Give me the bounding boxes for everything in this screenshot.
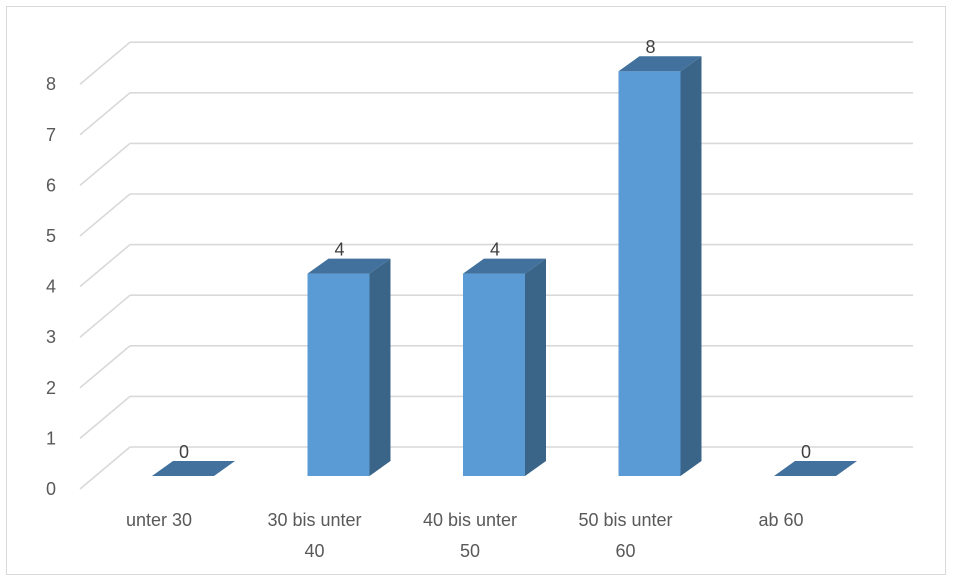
gridline-diagonal [79,193,131,237]
bar [774,461,857,476]
y-axis-ticks: 0 1 2 3 4 5 6 7 8 [46,74,56,499]
bar-top [463,258,546,274]
y-tick-label: 4 [46,277,56,297]
data-label: 4 [490,240,500,260]
gridline-diagonal [79,142,131,187]
x-category-label: 40 bis unter 50 [423,510,517,561]
y-tick-label: 2 [46,378,56,398]
bar-front [463,273,525,476]
x-category-label: 30 bis unter 40 [267,510,361,561]
y-tick-label: 5 [46,226,56,246]
gridline-diagonal [79,243,131,288]
bar [463,258,546,476]
gridline-diagonal [79,446,131,490]
y-tick-label: 8 [46,74,56,94]
bars [152,56,857,476]
bar-front [307,273,370,476]
bar-top [307,258,391,274]
y-tick-label: 6 [46,175,56,195]
y-tick-label: 7 [46,125,56,145]
data-label: 0 [179,442,189,462]
bar-side [680,56,702,476]
bar-side [525,258,546,476]
gridline-diagonal [79,395,131,440]
bar [152,461,235,476]
bar [618,56,702,476]
bar [307,258,391,476]
gridline-diagonal [79,345,131,389]
data-labels: 0 4 4 8 0 [179,37,811,462]
y-tick-label: 0 [46,479,56,499]
gridline-diagonal [79,92,131,136]
bar-top [618,56,702,72]
x-category-label: 50 bis unter 60 [578,510,672,561]
x-axis-labels: unter 30 30 bis unter 40 40 bis unter 50 50 b… [126,510,804,561]
bar-front [618,71,681,476]
data-label: 0 [801,442,811,462]
y-tick-label: 3 [46,327,56,347]
bar-top [774,461,857,476]
y-tick-label: 1 [46,428,56,448]
x-category-label: unter 30 [126,510,192,530]
data-label: 8 [645,37,655,57]
data-label: 4 [334,240,344,260]
x-category-label: ab 60 [758,510,803,530]
bar-side [369,258,391,476]
gridline-diagonal [79,41,131,85]
bar-top [152,461,235,476]
gridlines [79,41,913,490]
gridline-diagonal [79,294,131,338]
